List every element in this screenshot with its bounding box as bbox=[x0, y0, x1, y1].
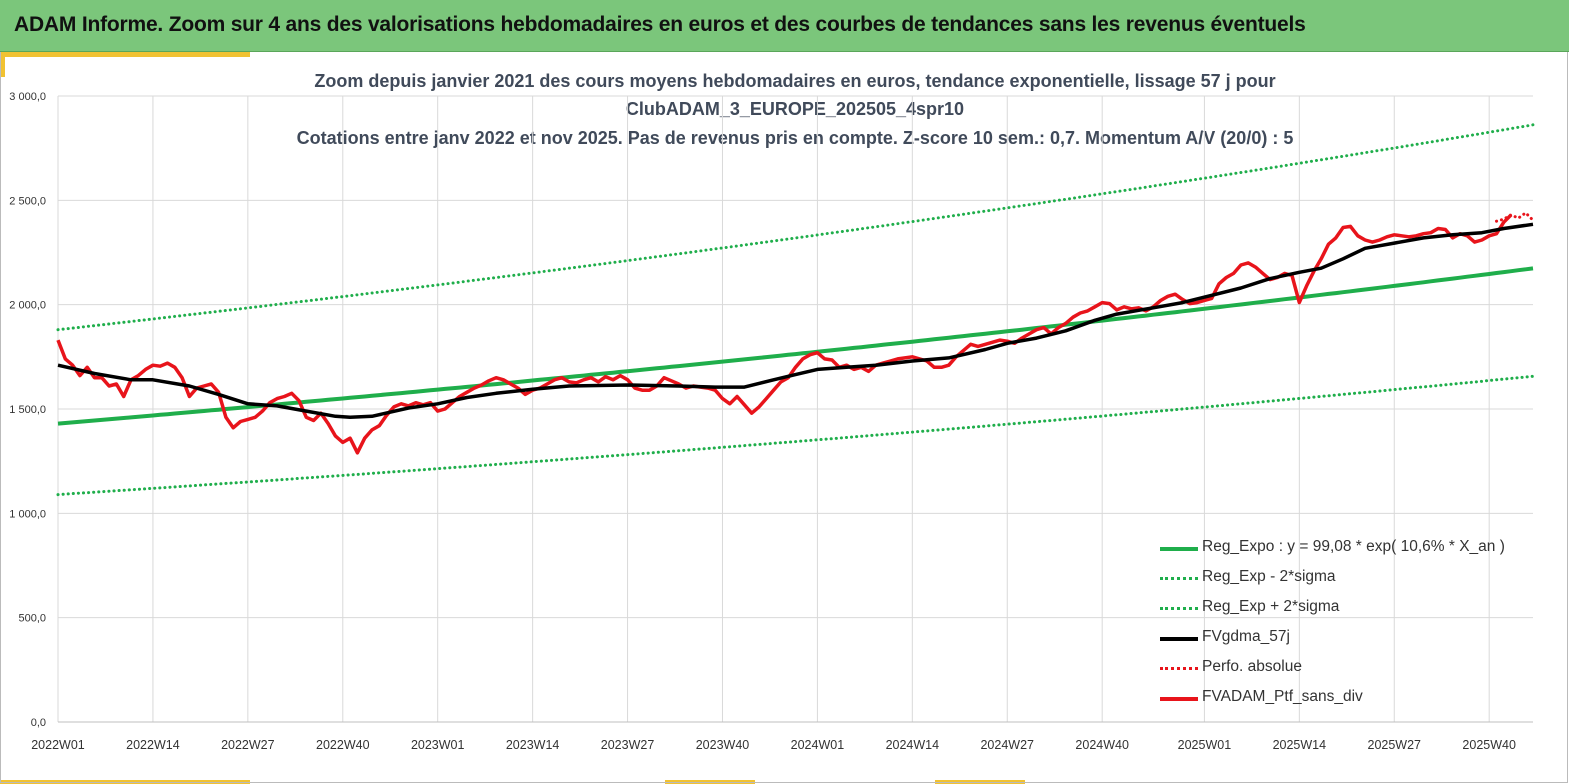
x-tick-label: 2025W01 bbox=[1178, 738, 1232, 752]
x-tick-label: 2025W40 bbox=[1462, 738, 1516, 752]
legend-item-sigma-minus: Reg_Exp - 2*sigma bbox=[1160, 566, 1560, 596]
x-tick-label: 2024W40 bbox=[1075, 738, 1129, 752]
series-fvgdma-57j bbox=[57, 222, 1534, 420]
chart-legend: Reg_Expo : y = 99,08 * exp( 10,6% * X_an… bbox=[1160, 536, 1560, 716]
x-tick-label: 2022W14 bbox=[126, 738, 180, 752]
chart-title-line-3: Cotations entre janv 2022 et nov 2025. P… bbox=[296, 128, 1294, 148]
legend-label-perf-abs: Perfo. absolue bbox=[1202, 658, 1302, 675]
legend-item-ptf: FVADAM_Ptf_sans_div bbox=[1160, 686, 1560, 716]
chart-title-line-1: Zoom depuis janvier 2021 des cours moyen… bbox=[314, 71, 1276, 91]
x-tick-label: 2022W27 bbox=[221, 738, 275, 752]
legend-swatch-smoothed bbox=[1160, 637, 1198, 641]
x-tick-label: 2023W27 bbox=[601, 738, 655, 752]
x-tick-label: 2022W01 bbox=[31, 738, 85, 752]
x-tick-label: 2022W40 bbox=[316, 738, 370, 752]
legend-label-regression: Reg_Expo : y = 99,08 * exp( 10,6% * X_an… bbox=[1202, 538, 1505, 555]
banner-title: ADAM Informe. Zoom sur 4 ans des valoris… bbox=[14, 13, 1306, 36]
x-tick-label: 2024W27 bbox=[980, 738, 1034, 752]
series-ptf-sans-div bbox=[56, 213, 1513, 455]
legend-item-sigma-plus: Reg_Exp + 2*sigma bbox=[1160, 596, 1560, 626]
x-tick-label: 2023W14 bbox=[506, 738, 560, 752]
y-tick-label: 1 000,0 bbox=[9, 508, 46, 520]
legend-item-perf-abs: Perfo. absolue bbox=[1160, 656, 1560, 686]
chart-title-line-2: ClubADAM_3_EUROPE_202505_4spr10 bbox=[625, 99, 965, 119]
x-tick-label: 2025W27 bbox=[1368, 738, 1422, 752]
y-tick-label: 2 000,0 bbox=[9, 300, 46, 312]
series-sigma-minus bbox=[56, 374, 1535, 497]
accent-bar-left bbox=[0, 52, 5, 77]
series-sigma-plus bbox=[56, 123, 1535, 332]
y-tick-label: 0,0 bbox=[31, 717, 46, 729]
legend-swatch-sigma-plus bbox=[1160, 607, 1198, 610]
y-tick-label: 500,0 bbox=[18, 613, 46, 625]
x-tick-label: 2023W40 bbox=[696, 738, 750, 752]
y-tick-label: 3 000,0 bbox=[9, 91, 46, 103]
y-tick-label: 1 500,0 bbox=[9, 404, 46, 416]
x-tick-label: 2024W01 bbox=[791, 738, 845, 752]
y-tick-label: 2 500,0 bbox=[9, 195, 46, 207]
legend-swatch-regression bbox=[1160, 547, 1198, 551]
x-tick-label: 2023W01 bbox=[411, 738, 465, 752]
legend-swatch-perf-abs bbox=[1160, 667, 1198, 670]
legend-item-smoothed: FVgdma_57j bbox=[1160, 626, 1560, 656]
series-regression bbox=[57, 266, 1534, 426]
legend-item-regression: Reg_Expo : y = 99,08 * exp( 10,6% * X_an… bbox=[1160, 536, 1560, 566]
legend-swatch-ptf bbox=[1160, 697, 1198, 701]
accent-bar-top bbox=[0, 52, 250, 57]
header-banner: ADAM Informe. Zoom sur 4 ans des valoris… bbox=[0, 0, 1569, 52]
legend-label-ptf: FVADAM_Ptf_sans_div bbox=[1202, 688, 1363, 705]
series-perf-absolue bbox=[1495, 211, 1535, 223]
x-tick-label: 2025W14 bbox=[1273, 738, 1327, 752]
legend-swatch-sigma-minus bbox=[1160, 577, 1198, 580]
legend-label-smoothed: FVgdma_57j bbox=[1202, 628, 1290, 645]
legend-label-sigma-minus: Reg_Exp - 2*sigma bbox=[1202, 568, 1336, 585]
x-tick-label: 2024W14 bbox=[886, 738, 940, 752]
legend-label-sigma-plus: Reg_Exp + 2*sigma bbox=[1202, 598, 1340, 615]
